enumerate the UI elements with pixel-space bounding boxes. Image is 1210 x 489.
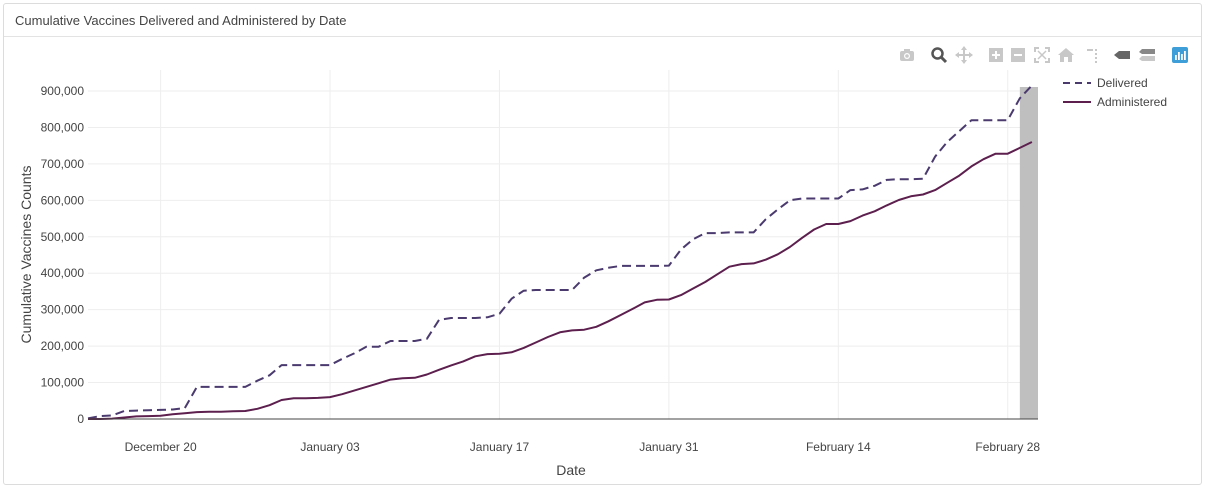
x-tick-label: February 14: [806, 440, 871, 454]
y-tick-label: 600,000: [41, 193, 85, 207]
series-line-administered[interactable]: [88, 141, 1033, 420]
spike-lines-icon[interactable]: [1085, 46, 1103, 64]
series-line-delivered[interactable]: [87, 84, 1033, 420]
y-tick-label: 800,000: [41, 120, 85, 134]
reset-axes-icon[interactable]: [1057, 46, 1075, 64]
x-tick-label: January 03: [300, 440, 360, 454]
legend-label[interactable]: Administered: [1097, 95, 1167, 109]
x-tick-label: February 28: [975, 440, 1040, 454]
zoom-icon[interactable]: [930, 46, 948, 64]
x-tick-label: January 31: [639, 440, 699, 454]
pan-icon[interactable]: [955, 46, 973, 64]
y-tick-label: 0: [77, 412, 84, 426]
autoscale-icon[interactable]: [1033, 46, 1051, 64]
hover-compare-icon[interactable]: [1138, 46, 1156, 64]
y-tick-label: 400,000: [41, 266, 85, 280]
legend-label[interactable]: Delivered: [1097, 76, 1148, 90]
x-tick-label: January 17: [470, 440, 530, 454]
y-tick-label: 200,000: [41, 339, 85, 353]
y-tick-label: 500,000: [41, 230, 85, 244]
y-tick-label: 300,000: [41, 303, 85, 317]
y-tick-label: 700,000: [41, 157, 85, 171]
y-tick-label: 100,000: [41, 376, 85, 390]
x-tick-label: December 20: [125, 440, 197, 454]
y-axis-title: Cumulative Vaccines Counts: [18, 166, 34, 344]
zoom-in-icon[interactable]: [987, 46, 1005, 64]
x-axis-title: Date: [556, 462, 586, 478]
plot-area[interactable]: [88, 70, 1038, 419]
hover-closest-icon[interactable]: [1113, 46, 1131, 64]
plotly-logo-icon[interactable]: [1171, 46, 1189, 64]
y-tick-label: 900,000: [41, 84, 85, 98]
camera-icon[interactable]: [898, 46, 916, 64]
highlight-band: [1019, 87, 1038, 419]
zoom-out-icon[interactable]: [1009, 46, 1027, 64]
panel-title: Cumulative Vaccines Delivered and Admini…: [4, 4, 1201, 37]
